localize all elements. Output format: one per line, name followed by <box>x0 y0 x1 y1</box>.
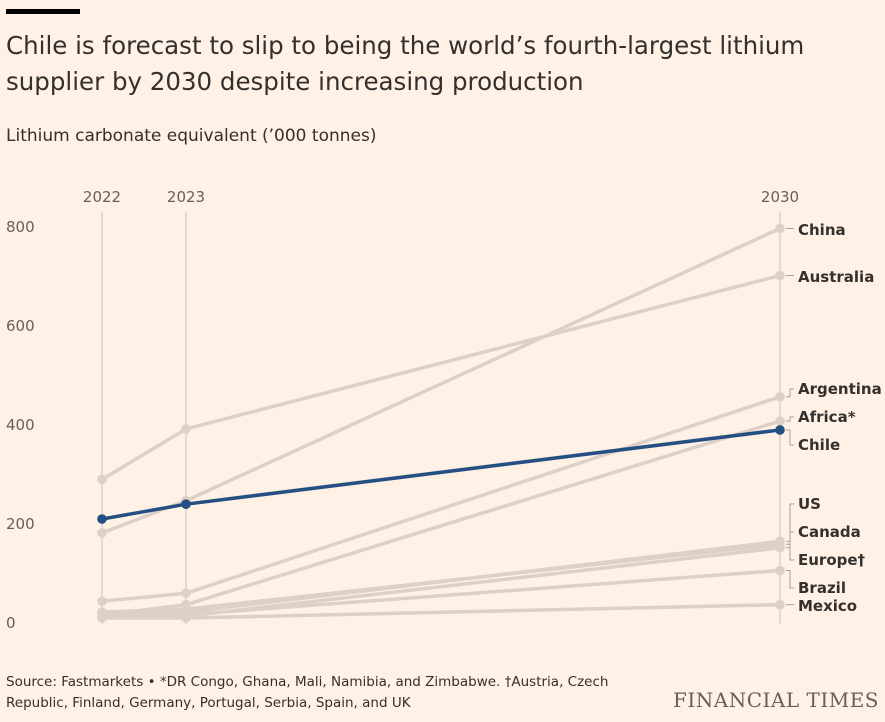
data-point-argentina <box>775 391 785 402</box>
data-point-australia <box>97 474 107 485</box>
data-point-africa <box>775 416 785 426</box>
series-line-china <box>100 226 782 535</box>
data-point-argentina <box>181 588 191 599</box>
series-label-australia: Australia <box>798 268 874 286</box>
chart-title: Chile is forecast to slip to being the w… <box>6 31 805 96</box>
y-tick-label: 400 <box>6 416 35 434</box>
y-tick-label: 600 <box>6 317 35 335</box>
series-line-argentina <box>100 395 782 603</box>
leader-europe <box>786 543 794 561</box>
leader-argentina <box>786 388 794 398</box>
y-tick-label: 200 <box>6 515 35 533</box>
series-label-chile: Chile <box>798 436 840 454</box>
series-label-us: US <box>798 495 821 513</box>
series-label-canada: Canada <box>798 523 861 541</box>
data-point-mexico <box>181 613 191 623</box>
data-point-chile <box>775 425 785 435</box>
series-label-mexico: Mexico <box>798 597 857 615</box>
leader-us <box>786 503 794 542</box>
y-tick-label: 800 <box>6 218 35 236</box>
chart-subtitle: Lithium carbonate equivalent (’000 tonne… <box>6 126 377 146</box>
series-label-argentina: Argentina <box>798 380 882 398</box>
leader-chile <box>786 429 794 446</box>
leader-brazil <box>786 570 794 589</box>
data-point-china <box>775 223 785 234</box>
data-point-australia <box>181 424 191 434</box>
x-tick-label: 2030 <box>761 188 799 206</box>
data-point-chile <box>97 514 107 524</box>
ft-top-bar <box>6 9 80 14</box>
series-label-brazil: Brazil <box>798 579 846 597</box>
data-point-china <box>97 528 107 538</box>
data-point-mexico <box>97 613 107 623</box>
data-point-europe <box>775 539 785 550</box>
series-line-australia <box>100 273 782 482</box>
source-note: Source: Fastmarkets • *DR Congo, Ghana, … <box>6 674 609 711</box>
data-point-brazil <box>775 565 785 576</box>
x-tick-label: 2022 <box>83 188 121 206</box>
leader-canada <box>786 531 794 549</box>
series-line-chile <box>100 428 782 521</box>
series-label-africa: Africa* <box>798 408 856 426</box>
data-point-chile <box>181 499 191 509</box>
ft-logo: FINANCIAL TIMES <box>672 688 879 712</box>
series-label-europe: Europe† <box>798 551 866 569</box>
line-chart: 0 200 400 600 800 2022 2023 2030 China Australia A… <box>6 188 882 632</box>
y-tick-label: 0 <box>6 614 16 632</box>
leader-africa <box>786 416 794 422</box>
data-point-australia <box>775 270 785 281</box>
data-point-argentina <box>97 596 107 607</box>
x-tick-label: 2023 <box>167 188 205 206</box>
series-label-china: China <box>798 221 846 239</box>
data-point-mexico <box>775 599 785 610</box>
